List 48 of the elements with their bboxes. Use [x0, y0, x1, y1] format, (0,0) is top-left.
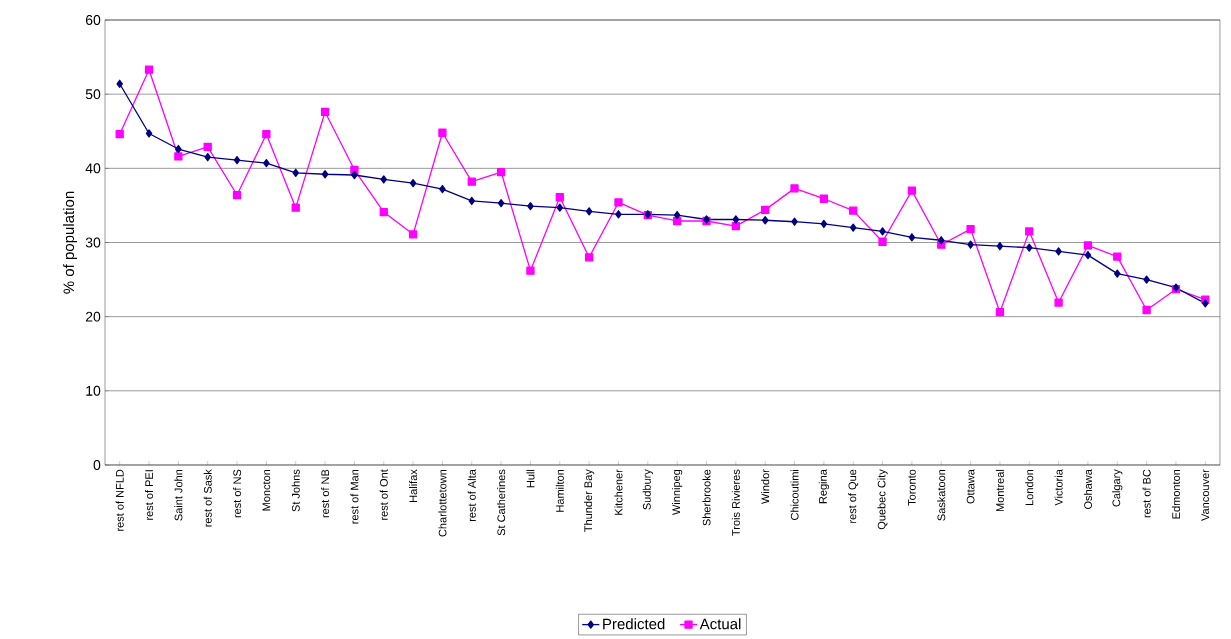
x-tick-label: rest of NS	[233, 469, 242, 518]
x-tick-label: Hull	[526, 469, 535, 488]
x-tick-label: Quebec City	[877, 469, 888, 530]
x-tick-label: London	[1025, 469, 1034, 505]
x-tick-label: Regina	[818, 469, 829, 504]
y-tick-label: 60	[85, 15, 101, 25]
x-tick-label: Hamilton	[555, 469, 564, 512]
legend-label: Actual	[699, 618, 741, 630]
x-tick-label: Windor	[761, 469, 770, 504]
y-tick-label: 50	[85, 89, 101, 100]
y-axis-title: % of population	[63, 191, 78, 294]
x-tick-label: rest of NFLD	[115, 469, 124, 531]
x-tick-label: rest of Alta	[467, 469, 476, 522]
y-tick-label: 20	[85, 311, 101, 322]
x-tick-label: Sudbury	[642, 469, 653, 510]
x-tick-label: Toronto	[908, 469, 916, 506]
x-tick-label: rest of Sask	[203, 469, 212, 527]
x-tick-label: Montreal	[995, 469, 1004, 512]
x-tick-label: Oshawa	[1083, 469, 1092, 510]
y-tick-label: 10	[86, 385, 101, 396]
x-tick-label: Saskatoon	[937, 469, 946, 521]
x-tick-label: Calgary	[1112, 469, 1123, 507]
x-tick-label: rest of BC	[1142, 469, 1151, 518]
x-tick-label: Saint John	[174, 469, 183, 521]
x-tick-label: Trois Rivieres	[731, 469, 740, 536]
x-tick-label: rest of NB	[321, 469, 330, 518]
x-tick-label: Thunder Bay	[584, 469, 595, 532]
x-tick-label: Vancouver	[1201, 469, 1210, 521]
x-tick-label: Chicoutimi	[790, 469, 799, 520]
x-tick-label: Ottawa	[966, 469, 975, 504]
x-tick-label: rest of Ont	[379, 469, 388, 520]
x-tick-label: Edmonton	[1171, 469, 1180, 519]
y-tick-label: 40	[85, 163, 101, 174]
x-tick-label: rest of Que	[848, 469, 859, 523]
x-tick-label: rest of PEI	[145, 470, 154, 520]
x-tick-label: Victoria	[1054, 469, 1063, 506]
x-tick-label: St Johns	[291, 469, 300, 512]
legend-label: Predicted	[603, 618, 665, 630]
x-tick-label: Charlottetown	[438, 469, 447, 537]
x-tick-label: Winnipeg	[672, 469, 683, 515]
x-tick-label: Sherbrooke	[702, 469, 711, 526]
y-tick-label: 30	[85, 237, 101, 248]
x-tick-label: St Catherines	[497, 469, 506, 536]
x-tick-label: Moncton	[262, 469, 271, 511]
x-tick-label: Kitchener	[614, 469, 623, 515]
x-tick-label: rest of Man	[350, 469, 359, 524]
y-tick-label: 0	[93, 460, 101, 470]
x-tick-label: Halifax	[409, 469, 418, 502]
